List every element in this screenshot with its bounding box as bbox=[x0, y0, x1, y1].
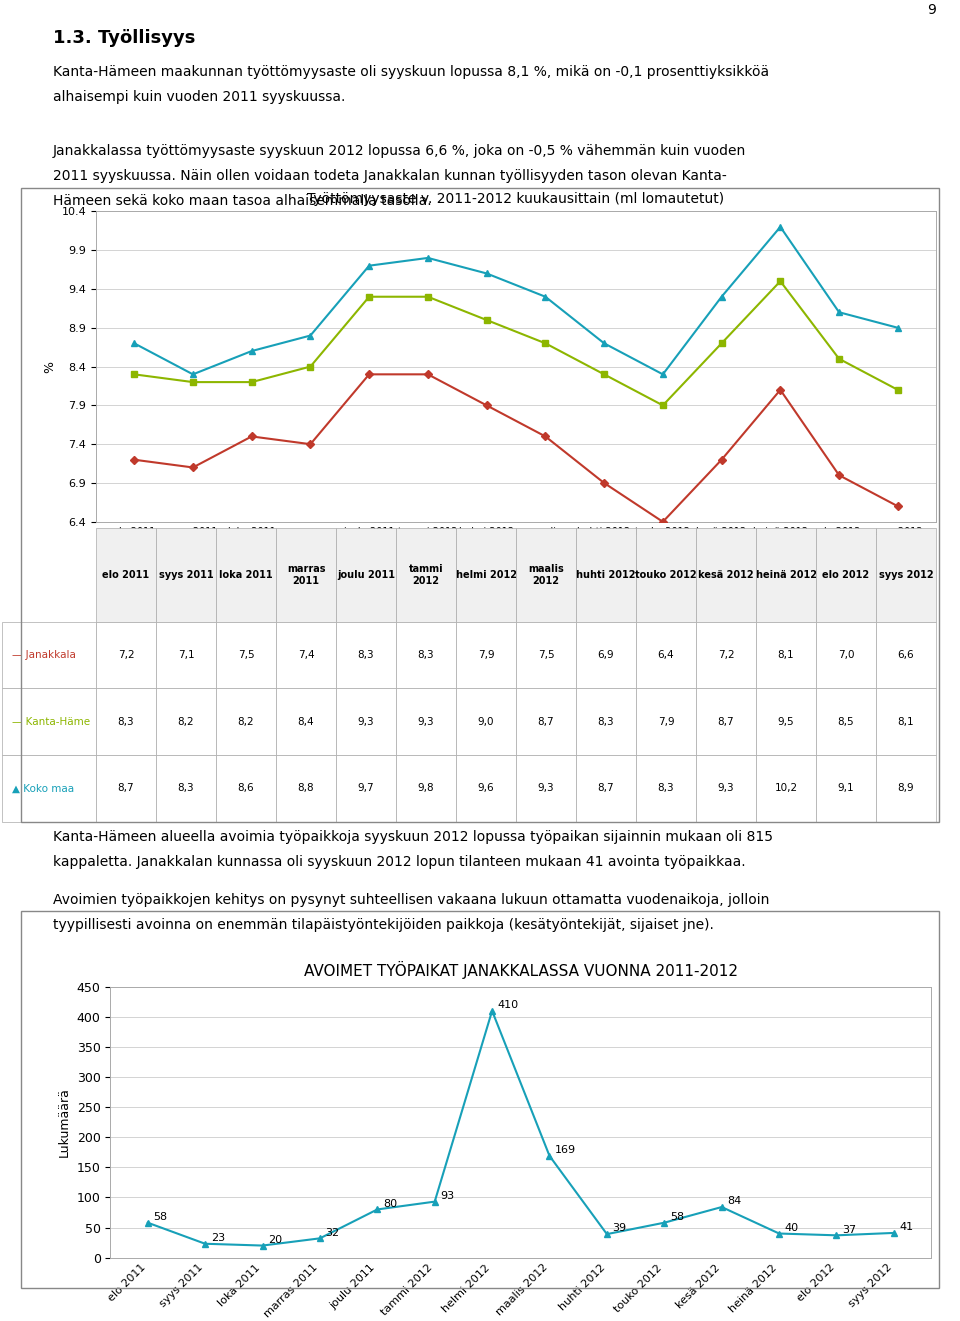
Text: 1.3. Työllisyys: 1.3. Työllisyys bbox=[53, 29, 195, 48]
Text: 169: 169 bbox=[555, 1145, 576, 1155]
Text: 84: 84 bbox=[728, 1197, 741, 1206]
Text: 58: 58 bbox=[154, 1211, 167, 1222]
Text: 20: 20 bbox=[268, 1235, 282, 1244]
Text: 9: 9 bbox=[927, 4, 936, 17]
Text: alhaisempi kuin vuoden 2011 syyskuussa.: alhaisempi kuin vuoden 2011 syyskuussa. bbox=[53, 90, 346, 104]
Text: 80: 80 bbox=[383, 1198, 397, 1209]
Text: 37: 37 bbox=[842, 1225, 856, 1235]
Text: 93: 93 bbox=[441, 1190, 454, 1201]
Text: 2011 syyskuussa. Näin ollen voidaan todeta Janakkalan kunnan työllisyyden tason : 2011 syyskuussa. Näin ollen voidaan tode… bbox=[53, 169, 727, 184]
Text: 32: 32 bbox=[325, 1227, 340, 1238]
Text: Kanta-Hämeen maakunnan työttömyysaste oli syyskuun lopussa 8,1 %, mikä on -0,1 p: Kanta-Hämeen maakunnan työttömyysaste ol… bbox=[53, 65, 769, 79]
Y-axis label: %: % bbox=[43, 361, 56, 373]
Text: 58: 58 bbox=[670, 1211, 684, 1222]
Text: 41: 41 bbox=[900, 1222, 914, 1232]
Text: Avoimien työpaikkojen kehitys on pysynyt suhteellisen vakaana lukuun ottamatta v: Avoimien työpaikkojen kehitys on pysynyt… bbox=[53, 893, 769, 908]
Text: tyypillisesti avoinna on enemmän tilapäistyöntekijöiden paikkoja (kesätyöntekijä: tyypillisesti avoinna on enemmän tilapäi… bbox=[53, 918, 713, 933]
Text: 40: 40 bbox=[784, 1223, 799, 1232]
Title: AVOIMET TYÖPAIKAT JANAKKALASSA VUONNA 2011-2012: AVOIMET TYÖPAIKAT JANAKKALASSA VUONNA 20… bbox=[303, 960, 738, 979]
Text: Hämeen sekä koko maan tasoa alhaisemmalla tasolla.: Hämeen sekä koko maan tasoa alhaisemmall… bbox=[53, 194, 431, 209]
Y-axis label: Lukumäärä: Lukumäärä bbox=[59, 1087, 71, 1157]
Text: 39: 39 bbox=[612, 1223, 627, 1234]
Text: Janakkalassa työttömyysaste syyskuun 2012 lopussa 6,6 %, joka on -0,5 % vähemmän: Janakkalassa työttömyysaste syyskuun 201… bbox=[53, 144, 746, 159]
Text: 410: 410 bbox=[497, 1000, 518, 1011]
Text: kappaletta. Janakkalan kunnassa oli syyskuun 2012 lopun tilanteen mukaan 41 avoi: kappaletta. Janakkalan kunnassa oli syys… bbox=[53, 855, 745, 869]
Title: Työttömyysaste v. 2011-2012 kuukausittain (ml lomautetut): Työttömyysaste v. 2011-2012 kuukausittai… bbox=[307, 192, 725, 206]
Text: 23: 23 bbox=[210, 1232, 225, 1243]
Text: Kanta-Hämeen alueella avoimia työpaikkoja syyskuun 2012 lopussa työpaikan sijain: Kanta-Hämeen alueella avoimia työpaikkoj… bbox=[53, 830, 773, 844]
